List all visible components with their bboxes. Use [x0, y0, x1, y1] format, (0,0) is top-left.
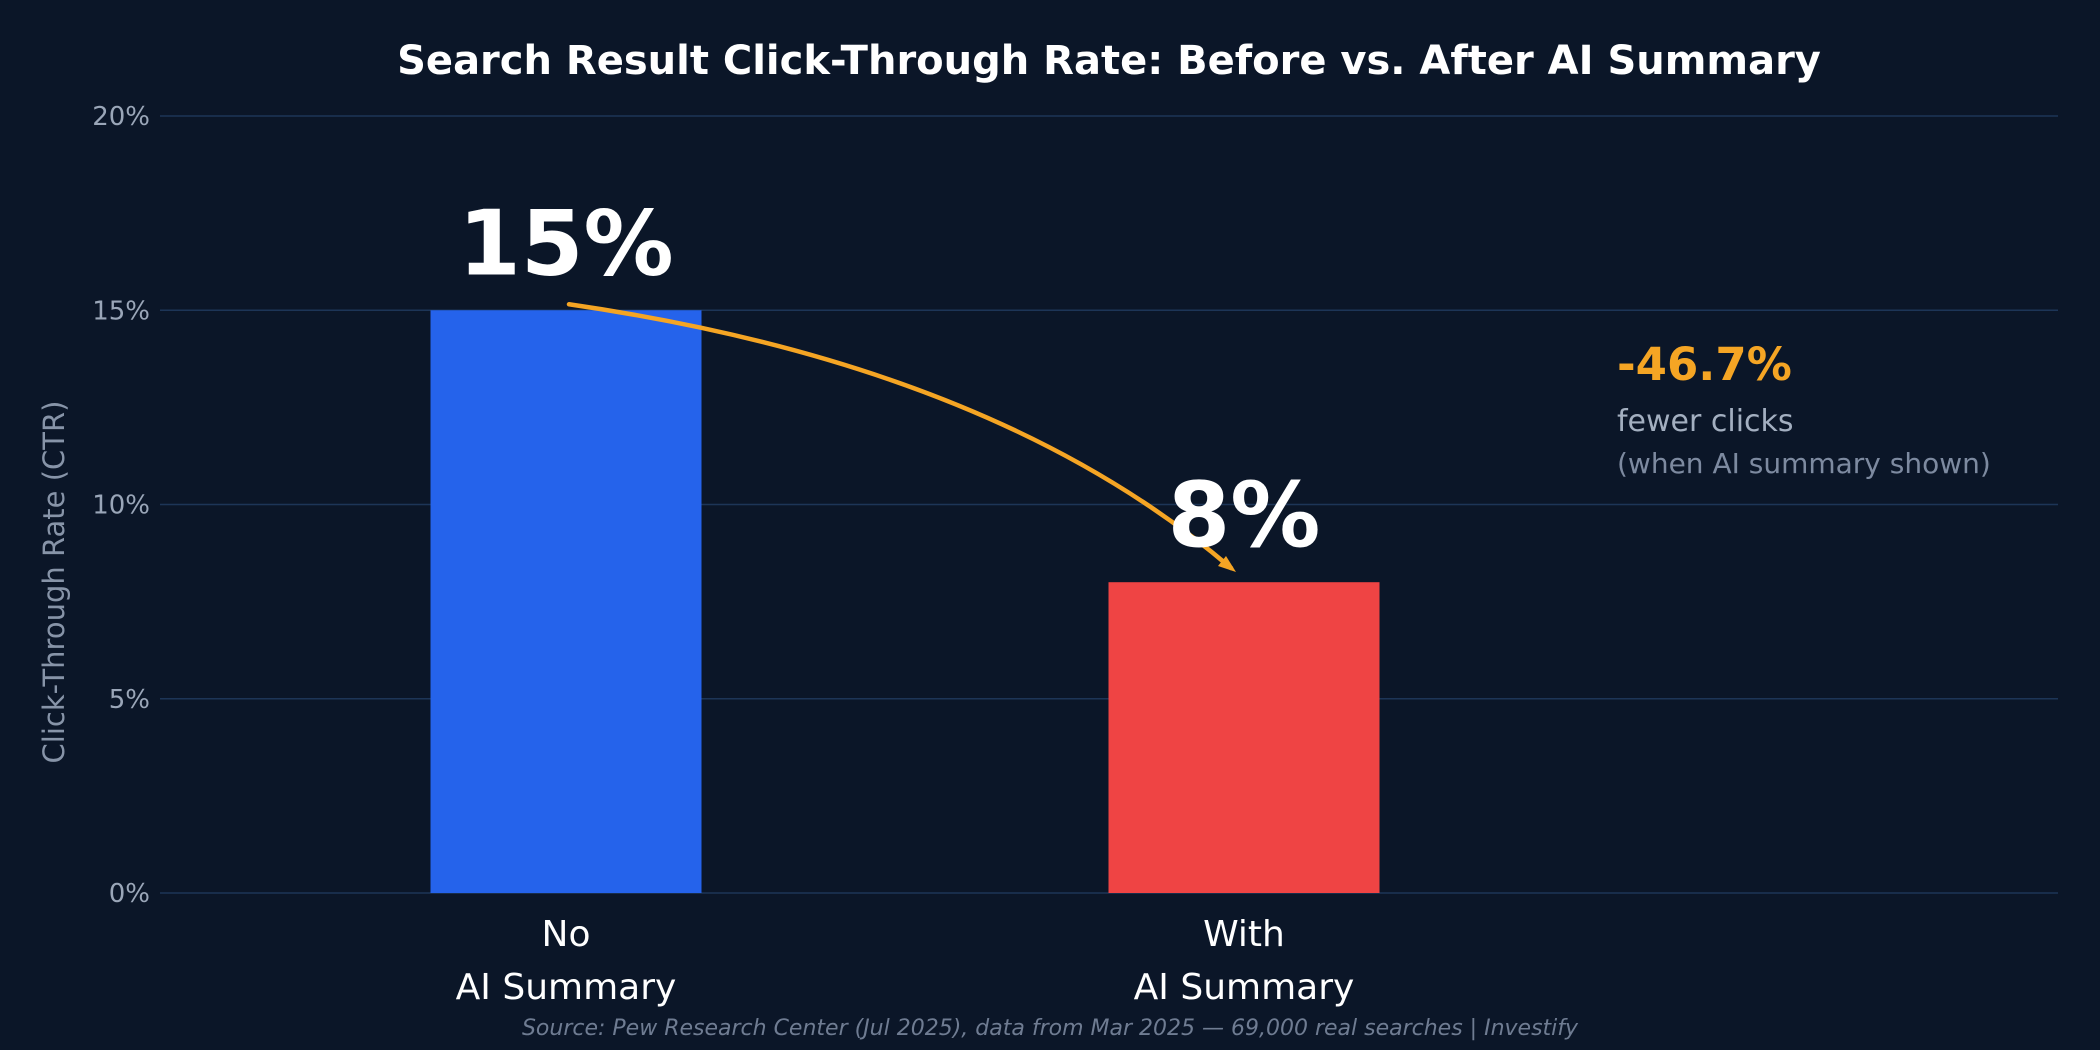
y-axis-ticks: 0% 5% 10% 15% 20% — [92, 102, 150, 909]
y-tick-label: 0% — [109, 879, 150, 909]
change-value: -46.7% — [1617, 338, 1792, 391]
arrow-head — [1218, 556, 1236, 572]
y-tick-label: 5% — [109, 685, 150, 715]
bars — [430, 310, 1380, 893]
category-label: AI Summary — [1134, 967, 1355, 1008]
chart-title: Search Result Click-Through Rate: Before… — [397, 38, 1821, 84]
bar — [430, 310, 702, 893]
source-note: Source: Pew Research Center (Jul 2025), … — [522, 1016, 1579, 1041]
change-note: (when AI summary shown) — [1617, 447, 1991, 480]
bar-value-label: 15% — [458, 191, 673, 296]
arrow-line — [566, 302, 1234, 571]
bar-value-label: 8% — [1168, 463, 1321, 568]
y-tick-label: 10% — [92, 491, 150, 521]
decline-arrow — [566, 302, 1236, 572]
change-callout: -46.7% fewer clicks (when AI summary sho… — [1617, 338, 1991, 480]
category-label: With — [1203, 914, 1285, 955]
y-tick-label: 20% — [92, 102, 150, 132]
y-tick-label: 15% — [92, 296, 150, 326]
bar — [1108, 582, 1380, 893]
y-axis-label: Click-Through Rate (CTR) — [37, 401, 71, 764]
category-label: No — [542, 914, 591, 955]
category-label: AI Summary — [456, 967, 677, 1008]
change-caption: fewer clicks — [1617, 404, 1794, 439]
category-labels: No AI Summary With AI Summary — [456, 914, 1355, 1008]
value-labels: 15% 8% — [458, 191, 1320, 568]
